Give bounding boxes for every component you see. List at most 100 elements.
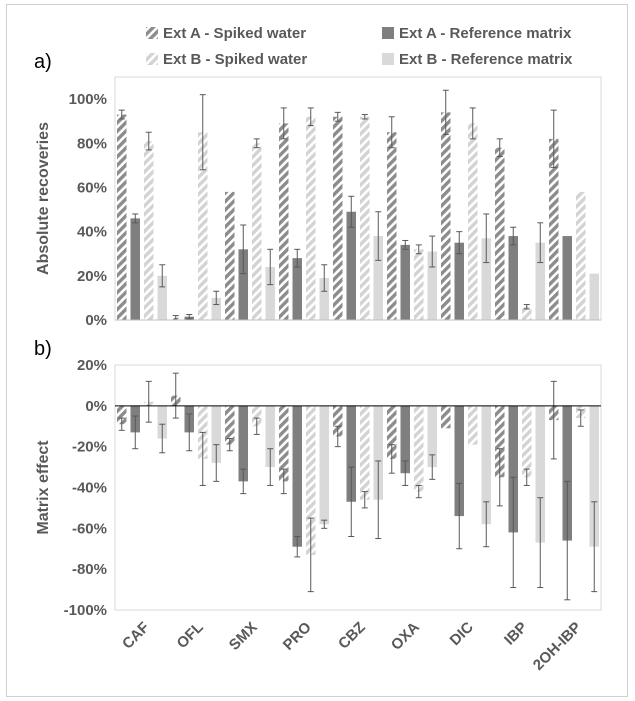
legend-label-ext-b-spiked: Ext B - Spiked water [163,51,307,68]
y-tick-label-a: 40% [77,224,107,241]
bar-b [427,405,437,468]
bar-a [589,273,599,320]
y-tick-label-b: -40% [72,480,107,497]
bar-b [454,405,464,517]
bar-a [508,236,518,320]
y-axis-title-b: Matrix effect [35,440,52,535]
bar-a [117,114,127,321]
bar-b [117,405,127,425]
bar-a [535,242,545,320]
x-category-label: OXA [388,619,423,654]
bar-a [198,132,208,320]
bar-a [522,306,532,320]
panel-a-label: a) [34,51,52,73]
y-tick-label-b: -80% [72,561,107,578]
bar-a [238,249,248,320]
y-axis-title-a: Absolute recoveries [35,122,52,275]
y-tick-label-a: 60% [77,179,107,196]
bar-b [225,405,235,445]
bar-a [427,251,437,320]
y-tick-label-a: 0% [85,312,107,329]
bar-b [279,405,289,482]
bar-b [387,405,397,459]
bar-b [265,405,275,468]
bar-a [319,278,329,320]
x-category-label: SMX [226,619,261,654]
bar-b [441,405,451,429]
y-tick-label-a: 20% [77,268,107,285]
panel-b-matrix-effect: -100% -80% -60% -40% -20% 0% 20% Matrix effect C… [35,357,602,674]
bar-a [373,236,383,320]
bar-a [346,211,356,320]
bar-b [252,405,262,427]
bar-b [360,405,370,500]
bar-a [306,116,316,320]
bar-a [414,249,424,320]
plot-area-a [114,76,602,321]
x-category-label: PRO [280,619,315,654]
bar-a [292,258,302,320]
y-tick-label-a: 80% [77,135,107,152]
panel-b-label: b) [34,338,52,360]
bar-b [373,405,383,500]
bar-b [306,405,316,555]
plot-area-b [114,364,602,611]
bar-b [292,405,302,547]
bar-b [589,405,599,547]
bar-b [157,405,167,439]
bar-b [535,405,545,543]
bar-a [468,123,478,321]
bar-a [157,275,167,320]
bar-a [252,143,262,320]
bar-a [441,112,451,320]
bar-b [522,405,532,478]
bar-b [481,405,491,525]
bar-a [360,116,370,320]
x-category-label: OFL [174,619,207,652]
bar-a [279,123,289,321]
bar-a [495,147,505,320]
y-tick-label-b: -20% [72,439,107,456]
bar-b [333,405,343,437]
x-category-label: 2OH-IBP [530,619,585,674]
panel-a-recoveries: 0% 20% 40% 60% 80% 100% Absolute recoveries [35,76,602,329]
bar-b [562,405,572,541]
bar-a [481,238,491,320]
y-tick-label-b: 20% [77,357,107,374]
legend-swatch-ext-b-spiked [146,53,158,65]
x-category-label: IBP [501,619,531,649]
bar-a [265,266,275,320]
figure-frame [6,4,628,697]
bar-a [400,244,410,320]
legend-label-ext-a-reference: Ext A - Reference matrix [399,25,572,42]
x-category-label: DIC [447,619,477,649]
bar-a [144,141,154,320]
bar-a [130,218,140,320]
bar-b [508,405,518,533]
bar-b [414,405,424,492]
x-category-label: CBZ [335,619,369,653]
legend-swatch-ext-a-spiked [146,27,158,39]
bar-a [333,116,343,320]
bar-b [319,405,329,525]
bar-b [468,405,478,445]
legend-label-ext-a-spiked: Ext A - Spiked water [163,25,306,42]
x-category-label: CAF [119,619,153,653]
y-tick-label-b: 0% [85,398,107,415]
legend-swatch-ext-a-reference [382,27,394,39]
bar-a [387,132,397,320]
y-tick-label-a: 100% [69,91,107,108]
y-tick-label-b: -100% [64,602,107,619]
bar-a [562,236,572,320]
legend-swatch-ext-b-reference [382,53,394,65]
bar-a [211,297,221,320]
bar-a [576,191,586,320]
bar-a [454,242,464,320]
bar-a [225,191,235,320]
legend-label-ext-b-reference: Ext B - Reference matrix [399,51,573,68]
bar-a [549,138,559,320]
bar-b [238,405,248,482]
legend: Ext A - Spiked water Ext A - Reference m… [146,25,573,68]
bar-b [400,405,410,474]
